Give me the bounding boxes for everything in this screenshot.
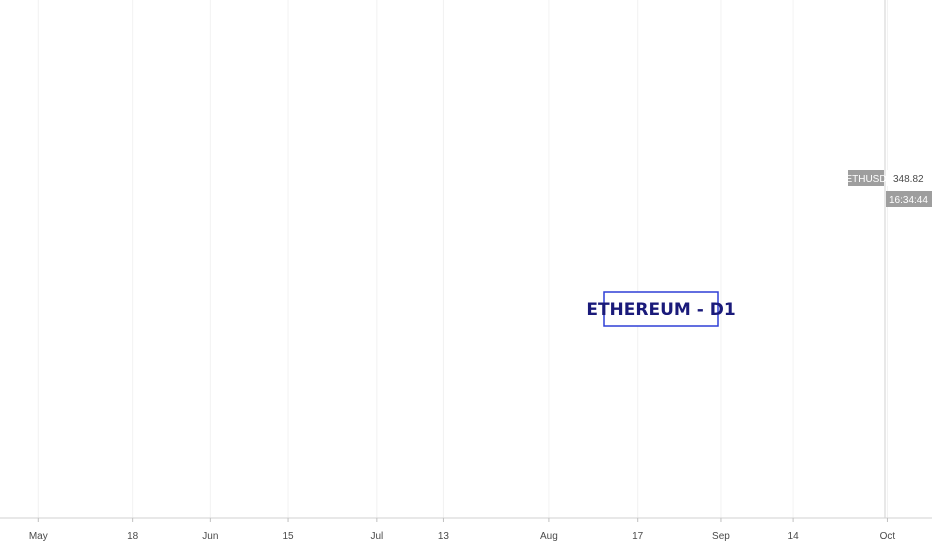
x-tick-label: Aug	[540, 531, 558, 542]
x-tick-label: 17	[632, 531, 644, 542]
symbol-label: ETHUSD	[845, 174, 886, 185]
x-tick-label: Jul	[370, 531, 383, 542]
annotation-label: ETHEREUM - D1	[586, 300, 735, 320]
x-tick-label: 13	[438, 531, 450, 542]
countdown-label: 16:34:44	[889, 195, 928, 206]
symbol-price-tag: ETHUSD 348.82 16:34:44	[845, 170, 932, 207]
x-tick-label: May	[29, 531, 48, 542]
x-tick-label: 15	[282, 531, 294, 542]
x-axis-ticks: May 18 Jun 15 Jul 13 Aug 17 Sep 14 Oct	[29, 518, 896, 542]
x-tick-label: Jun	[202, 531, 218, 542]
x-tick-label: 18	[127, 531, 139, 542]
grid-lines	[37, 0, 888, 518]
annotation-box[interactable]: ETHEREUM - D1	[586, 291, 736, 327]
x-tick-label: Oct	[880, 531, 896, 542]
x-tick-label: 14	[788, 531, 800, 542]
current-price-label: 348.82	[893, 174, 924, 185]
x-tick-label: Sep	[712, 531, 730, 542]
